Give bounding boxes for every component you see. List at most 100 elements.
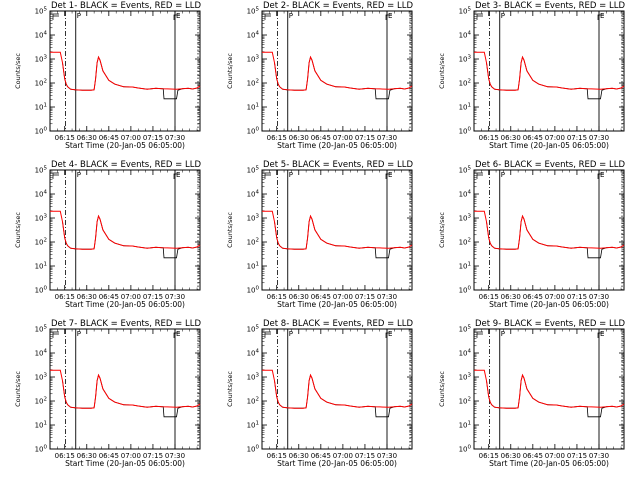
y-tick-label: 103 [35,55,48,64]
x-tick-label: 06:45 [99,134,119,142]
x-tick-label: 06:30 [77,293,97,301]
y-tick-base: 10 [247,191,256,199]
y-axis-label: Counts/sec [438,371,446,407]
lld-series-line [262,51,413,91]
y-tick-exponent: 3 [256,55,260,61]
x-tick-label: 07:15 [567,134,587,142]
x-tick-label: 07:30 [589,134,609,142]
lld-series-line [50,51,201,91]
lld-series-line [474,369,625,409]
events-series-line [62,373,201,418]
y-tick-exponent: 3 [468,214,472,220]
end-flag [597,332,604,338]
y-tick-label: 104 [247,190,260,199]
y-tick-base: 10 [35,80,44,88]
x-tick-label: 07:15 [567,293,587,301]
y-tick-exponent: 1 [468,103,472,109]
x-tick-label: 07:15 [143,134,163,142]
plot-frame [261,10,413,132]
y-tick-exponent: 2 [256,238,260,244]
x-tick-label: 06:45 [311,293,331,301]
x-tick-label: 07:15 [143,452,163,460]
y-tick-label: 104 [35,31,48,40]
y-tick-exponent: 2 [468,79,472,85]
y-tick-label: 103 [35,373,48,382]
y-tick-label: 102 [247,397,259,406]
x-tick-label: 06:45 [99,293,119,301]
y-tick-label: 100 [459,445,472,454]
y-axis-label: Counts/sec [14,212,22,248]
y-axis-label: Counts/sec [438,53,446,89]
y-tick-base: 10 [247,287,256,295]
y-tick-exponent: 3 [468,373,472,379]
y-tick-base: 10 [247,326,256,334]
y-tick-exponent: 1 [44,103,48,109]
x-tick-label: 07:30 [589,452,609,460]
y-tick-label: 102 [459,238,471,247]
y-tick-exponent: 0 [44,127,48,133]
y-tick-base: 10 [35,167,44,175]
start-flag [52,172,59,179]
flag-label-p: P [77,330,81,338]
x-tick-label: 06:15 [479,293,499,301]
panel-title: Det 7- BLACK = Events, RED = LLD [51,319,201,329]
y-tick-label: 101 [459,103,471,112]
y-tick-exponent: 3 [256,373,260,379]
x-tick-label: 07:00 [333,452,353,460]
y-tick-base: 10 [35,104,44,112]
y-tick-exponent: 3 [44,55,48,61]
y-tick-base: 10 [247,422,256,430]
y-tick-exponent: 0 [256,445,260,451]
x-tick-label: 06:15 [479,452,499,460]
y-axis-label: Counts/sec [14,371,22,407]
lld-series-line [50,210,201,250]
y-tick-base: 10 [247,446,256,454]
x-tick-label: 06:45 [523,134,543,142]
y-tick-base: 10 [459,422,468,430]
x-tick-label: 06:15 [479,134,499,142]
y-tick-label: 105 [459,7,472,16]
y-tick-base: 10 [35,350,44,358]
start-flag [476,13,483,20]
y-tick-base: 10 [35,215,44,223]
x-tick-label: 07:30 [165,134,185,142]
flag-label-p: P [289,12,293,20]
x-tick-label: 07:00 [545,452,565,460]
x-tick-label: 07:15 [355,293,375,301]
flag-label-e: E [176,171,180,179]
x-tick-label: 06:30 [77,452,97,460]
y-tick-label: 104 [459,31,472,40]
y-tick-label: 102 [35,79,47,88]
y-tick-label: 103 [459,373,472,382]
flag-label-e: E [176,330,180,338]
lld-series-line [474,51,625,91]
y-tick-base: 10 [459,239,468,247]
plot-frame [49,169,201,291]
y-tick-exponent: 1 [256,262,260,268]
events-series-line [274,373,413,418]
x-tick-label: 07:00 [545,293,565,301]
plot-frame [473,328,625,450]
x-tick-label: 07:30 [165,293,185,301]
x-tick-label: 06:45 [311,134,331,142]
y-tick-label: 102 [247,238,259,247]
panel-title: Det 9- BLACK = Events, RED = LLD [475,319,625,329]
y-tick-base: 10 [459,350,468,358]
y-tick-exponent: 2 [256,397,260,403]
flag-label-p: P [289,330,293,338]
x-axis-label: Start Time (20-Jan-05 06:05:00) [489,300,609,309]
plot-frame [473,10,625,132]
y-tick-base: 10 [247,215,256,223]
y-tick-exponent: 4 [256,31,260,37]
y-tick-exponent: 4 [256,190,260,196]
y-tick-base: 10 [247,263,256,271]
flag-label-e: E [388,330,392,338]
x-tick-label: 07:15 [355,134,375,142]
y-tick-base: 10 [35,446,44,454]
y-tick-base: 10 [459,446,468,454]
x-tick-label: 06:45 [523,452,543,460]
y-tick-exponent: 5 [44,325,48,331]
y-tick-base: 10 [247,167,256,175]
